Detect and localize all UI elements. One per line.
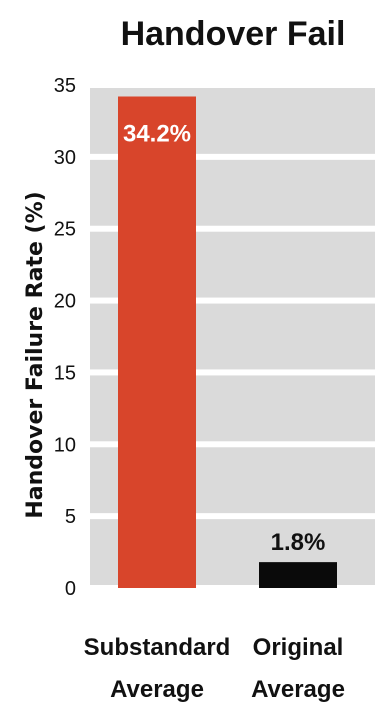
y-tick-label: 5 bbox=[65, 506, 76, 528]
y-tick-label: 25 bbox=[54, 219, 76, 241]
y-tick-label: 15 bbox=[54, 362, 76, 384]
category-label: Average bbox=[110, 676, 204, 703]
category-label: Original bbox=[253, 634, 344, 661]
bars bbox=[118, 96, 337, 589]
y-tick-label: 35 bbox=[54, 75, 76, 97]
data-label: 1.8% bbox=[271, 529, 326, 556]
bar bbox=[118, 96, 196, 589]
y-tick-label: 10 bbox=[54, 434, 76, 456]
y-tick-label: 30 bbox=[54, 147, 76, 169]
y-axis-ticks: 0 5 10 15 20 25 30 35 bbox=[54, 75, 76, 600]
y-tick-label: 20 bbox=[54, 291, 76, 313]
category-label: Average bbox=[251, 676, 345, 703]
chart-title: Handover Fail bbox=[121, 15, 346, 53]
data-label: 34.2% bbox=[123, 120, 191, 147]
y-tick-label: 0 bbox=[65, 578, 76, 600]
category-label: Substandard bbox=[84, 634, 231, 661]
category-labels: Substandard Average Original Average bbox=[84, 634, 345, 703]
bar bbox=[259, 562, 337, 588]
data-labels: 34.2% 1.8% bbox=[123, 120, 325, 556]
y-axis-label: Handover Failure Rate (%) bbox=[23, 191, 48, 518]
